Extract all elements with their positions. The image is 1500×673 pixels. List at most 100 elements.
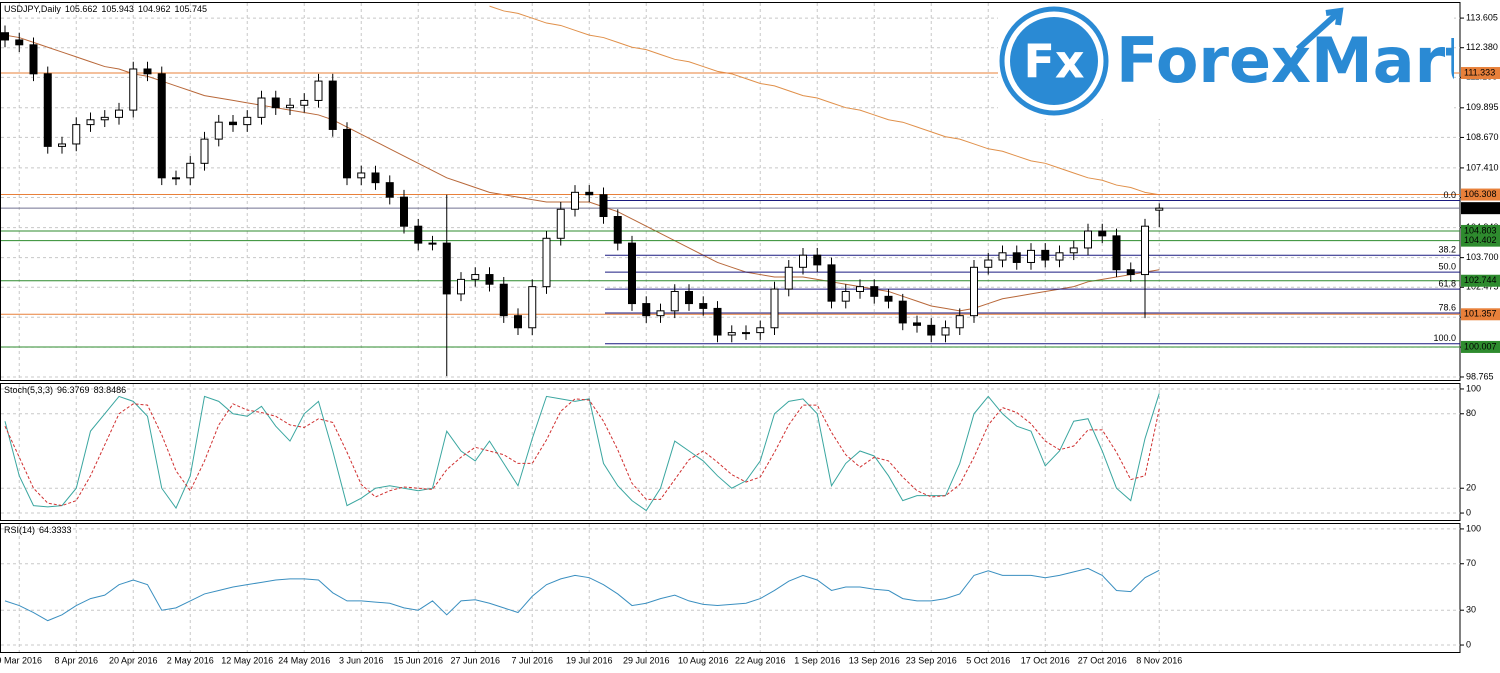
level-label: 100.007 [1464,341,1497,351]
candle-body [1155,207,1164,211]
level-tag [1461,67,1500,80]
candle-body [514,315,522,329]
level-tag [1461,224,1500,237]
y-tick-label: 0 [1466,507,1471,517]
panel-title: USDJPY,Daily [4,4,61,14]
candle-body [314,80,323,101]
level-tag [1461,188,1500,201]
level-label: 101.357 [1464,309,1497,319]
candle-body [813,254,822,266]
candle-body [756,327,765,334]
candle-body [414,225,423,244]
indicator-line [4,567,1160,622]
y-tick-label: 113.605 [1466,12,1498,22]
candle-body [400,196,408,227]
candle-body [841,290,850,302]
x-tick-label: 29 Jul 2016 [623,655,670,665]
candle-body [670,290,679,312]
candle-body [656,310,665,317]
indicator-line [4,398,1160,507]
candle-body [784,266,793,290]
header-value: 83.8486 [94,385,127,395]
y-tick-label: 112.380 [1466,42,1498,52]
candle-body [58,143,66,147]
candle-body [172,177,180,180]
candle-body [884,295,893,302]
candle-body [157,73,166,179]
candle-body [15,39,24,46]
candle-body [955,315,964,329]
panel-title: Stoch(5,3,3) [4,385,53,395]
candle-body [1,32,9,41]
candle-body [442,242,451,295]
panel [0,383,1461,521]
candle-body [1069,247,1078,254]
x-tick-label: 20 Apr 2016 [109,655,158,665]
candle-body [428,242,437,245]
y-tick-label: 108.670 [1466,132,1499,142]
candle-body [642,303,651,317]
candle-body [115,109,123,118]
x-tick-label: 27 Jun 2016 [450,655,500,665]
x-tick-label: 1 Sep 2016 [794,655,840,665]
logo-name: ForexMart [1116,24,1454,97]
candle-body [499,283,508,317]
candle-body [870,286,879,297]
moving-average [489,5,1160,196]
candle-body [1084,230,1092,249]
x-tick-label: 2 May 2016 [167,655,214,665]
x-tick-label: 15 Jun 2016 [393,655,443,665]
candle-body [713,307,722,336]
candle-body [856,286,864,292]
candle-body [799,254,807,268]
header-value: 105.745 [175,4,208,14]
x-tick-label: 17 Oct 2016 [1021,655,1070,665]
y-tick-label: 103.700 [1466,252,1499,262]
y-tick-label: 80 [1466,408,1476,418]
candle-body [214,121,223,140]
candle-body [770,288,779,329]
header-value: 105.662 [65,4,98,14]
candle-body [927,324,936,336]
candle-body [485,274,494,285]
level-label: 106.308 [1464,189,1497,199]
x-tick-label: 23 Sep 2016 [906,655,957,665]
candle-body [343,128,351,179]
price-tag [1461,202,1500,215]
candle-body [86,119,95,126]
level-tag [1461,274,1500,287]
candle-body [542,237,551,288]
candle-body [613,216,622,244]
candle-body [471,274,480,280]
x-tick-label: 10 Aug 2016 [678,655,729,665]
candle-body [186,162,195,179]
x-tick-label: 9 Mar 2016 [0,655,42,665]
header-value: 64.3333 [39,525,72,535]
candle-body [913,322,921,326]
x-tick-label: 12 May 2016 [221,655,273,665]
fib-label: 38.2 [1438,245,1456,255]
candle-body [357,172,366,179]
logo-arrow [1295,7,1344,52]
level-tag [1461,234,1500,247]
logo: Fx ForexMart [998,3,1454,119]
candle-body [556,208,565,239]
x-tick-label: 3 Jun 2016 [339,655,384,665]
x-tick-label: 8 Apr 2016 [54,655,98,665]
candle-body [998,252,1007,261]
candle-body [271,97,280,109]
candle-body [898,300,907,324]
header-value: 104.962 [138,4,171,14]
candle-body [257,97,266,118]
level-label: 104.803 [1464,225,1497,235]
candle-body [457,278,465,295]
y-tick-label: 0 [1466,639,1471,649]
candle-body [1055,252,1064,261]
moving-average [4,34,1160,312]
candle-body [385,182,394,198]
logo-mark: Fx [1023,35,1084,89]
candle-body [1012,252,1021,263]
level-label: 111.333 [1464,67,1495,77]
level-tag [1461,308,1500,321]
